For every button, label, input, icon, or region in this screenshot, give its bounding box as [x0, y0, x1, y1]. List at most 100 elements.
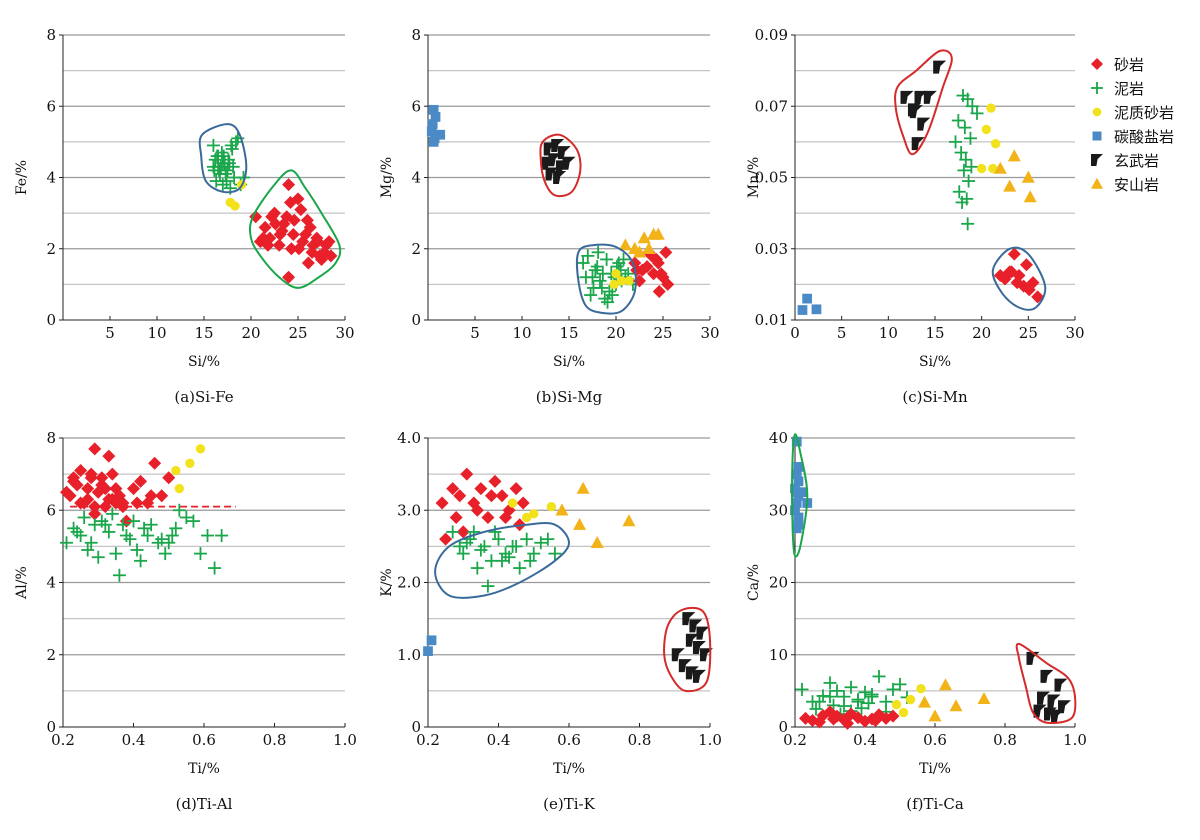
legend-marker-mudstone: [1091, 82, 1103, 94]
point-mudstone: [858, 685, 872, 699]
point-basalt: [553, 171, 567, 184]
point-carbonate: [430, 112, 441, 122]
point-andesite: [576, 481, 590, 494]
point-muddy-sandstone: [916, 684, 926, 694]
series-muddy-sandstone: [171, 444, 206, 494]
point-carbonate: [791, 436, 802, 447]
point-sandstone: [439, 532, 453, 546]
point-muddy-sandstone: [624, 276, 634, 286]
point-mudstone: [851, 695, 865, 709]
point-mudstone: [955, 195, 969, 209]
x-tick-label: 20: [972, 324, 991, 342]
point-mudstone: [964, 160, 978, 174]
point-basalt: [562, 156, 576, 170]
point-sandstone: [84, 467, 98, 481]
point-andesite: [1003, 179, 1017, 192]
point-andesite: [1021, 170, 1035, 183]
point-basalt: [900, 90, 914, 104]
point-andesite: [993, 161, 1007, 174]
series-carbonate: [426, 104, 446, 147]
point-mudstone: [492, 532, 505, 546]
point-basalt: [548, 153, 562, 167]
point-mudstone: [127, 514, 140, 528]
legend-item-sandstone: 砂岩: [1086, 52, 1174, 76]
point-sandstone: [998, 272, 1012, 286]
point-muddy-sandstone: [522, 512, 532, 523]
point-sandstone: [813, 715, 826, 729]
point-mudstone: [201, 529, 215, 543]
point-mudstone: [84, 536, 98, 550]
point-basalt: [933, 60, 947, 74]
point-sandstone: [317, 245, 331, 259]
series-mudstone: [60, 503, 229, 582]
series-sandstone: [249, 178, 338, 284]
point-sandstone: [88, 507, 102, 521]
point-muddy-sandstone: [171, 465, 181, 476]
legend-label: 玄武岩: [1114, 151, 1160, 170]
point-sandstone: [272, 238, 286, 252]
point-sandstone: [1007, 247, 1021, 261]
x-tick-label: 0.4: [122, 731, 146, 749]
point-mudstone: [123, 532, 137, 546]
point-mudstone: [226, 160, 240, 174]
point-mudstone: [886, 682, 900, 696]
point-mudstone: [865, 687, 879, 701]
point-sandstone: [652, 285, 666, 298]
series-sandstone: [993, 247, 1045, 304]
point-mudstone: [488, 525, 502, 539]
point-andesite: [1023, 190, 1037, 203]
point-basalt: [682, 612, 696, 626]
panel-si-mn: 0.01 0.03 0.05 0.07 0.09 0 5 10 15 20 25 30 Si/% Mn/%…: [746, 26, 1085, 406]
point-sandstone: [654, 267, 668, 281]
x-axis-label: Si/%: [553, 354, 585, 370]
point-sandstone: [299, 228, 313, 241]
point-sandstone: [841, 716, 854, 730]
point-basalt: [685, 666, 699, 680]
y-tick-label: 40: [769, 429, 788, 447]
point-carbonate: [428, 104, 439, 115]
point-sandstone: [1022, 283, 1036, 297]
point-mudstone: [581, 249, 595, 263]
point-carbonate: [797, 487, 807, 498]
point-basalt: [907, 103, 921, 117]
point-muddy-sandstone: [990, 138, 1001, 149]
point-mudstone: [617, 252, 631, 266]
point-sandstone: [63, 489, 77, 503]
x-tick-label: 0.6: [192, 731, 216, 749]
y-tick-label: 30: [769, 501, 788, 519]
point-carbonate: [802, 293, 813, 304]
point-mudstone: [541, 532, 555, 546]
point-basalt: [923, 90, 937, 104]
panel-caption: (c)Si-Mn: [902, 388, 968, 406]
x-axis-label: Ti/%: [188, 761, 220, 777]
y-tick-label: 4: [411, 169, 421, 187]
point-mudstone: [855, 701, 868, 715]
legend-symbol: [1092, 131, 1102, 141]
point-andesite: [618, 238, 632, 251]
point-basalt: [1044, 707, 1057, 721]
point-muddy-sandstone: [507, 498, 518, 508]
point-mudstone: [481, 579, 495, 593]
point-sandstone: [1005, 265, 1019, 279]
y-tick-label: 0: [411, 718, 421, 736]
series-muddy-sandstone: [507, 498, 557, 523]
point-andesite: [633, 245, 646, 258]
point-mudstone: [593, 274, 607, 288]
legend-label: 泥质砂岩: [1114, 103, 1175, 122]
point-mudstone: [165, 529, 179, 543]
point-mudstone: [91, 550, 105, 564]
point-sandstone: [481, 510, 495, 524]
y-axis-label: Mn/%: [746, 157, 762, 198]
legend-item-mudstone: 泥岩: [1086, 76, 1174, 100]
point-sandstone: [127, 482, 140, 496]
point-carbonate: [811, 304, 822, 315]
point-basalt: [1026, 651, 1040, 665]
legend-item-basalt: 玄武岩: [1086, 148, 1174, 172]
point-mudstone: [823, 690, 837, 704]
y-tick-label: 6: [411, 97, 421, 115]
point-muddy-sandstone: [529, 509, 539, 519]
point-mudstone: [830, 684, 844, 698]
point-muddy-sandstone: [230, 201, 240, 211]
point-mudstone: [67, 521, 81, 535]
